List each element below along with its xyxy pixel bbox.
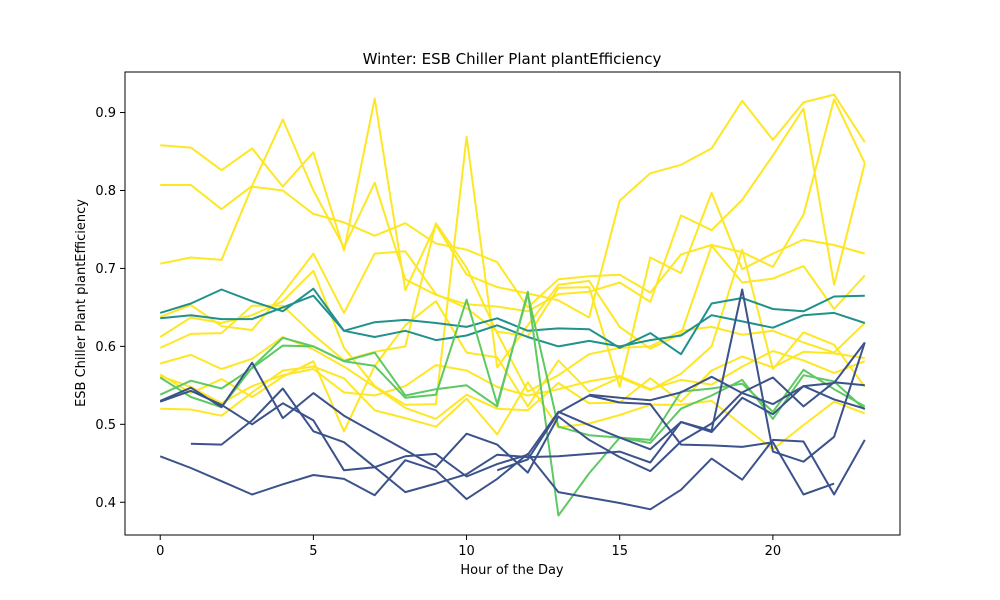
y-tick-label: 0.9 [95,106,116,121]
series-line-1 [160,93,866,319]
y-axis-title: ESB Chiller Plant plantEfficiency [74,199,89,407]
series-line-20 [588,375,866,410]
plot-frame [124,71,901,536]
y-tick-label: 0.4 [95,496,116,511]
x-tick-label: 5 [309,544,317,559]
series-line-2 [160,107,866,313]
series-line-12 [160,294,866,348]
series-line-10 [159,248,866,433]
y-axis: 0.4 0.5 0.6 0.7 0.8 0.9 [95,106,125,511]
y-tick-label: 0.5 [95,418,116,433]
plot-series-group [159,93,866,517]
series-line-9 [160,365,866,451]
series-line-19 [496,394,835,496]
y-tick-label: 0.7 [95,262,116,277]
x-axis-title: Hour of the Day [460,563,564,578]
series-line-16 [190,288,866,494]
series-line-6 [159,222,866,393]
series-line-11 [159,287,865,356]
series-line-8 [159,350,866,405]
y-tick-label: 0.8 [95,184,116,199]
x-tick-label: 20 [765,544,782,559]
x-tick-label: 15 [611,544,628,559]
x-tick-label: 0 [156,544,164,559]
series-line-14 [159,293,866,441]
series-line-3 [160,98,866,309]
y-tick-label: 0.6 [95,340,116,355]
x-tick-label: 10 [458,544,475,559]
series-line-17 [159,438,866,511]
x-axis: 0 5 10 15 20 [156,535,781,559]
chart-title: Winter: ESB Chiller Plant plantEfficienc… [363,50,662,68]
series-line-18 [159,341,866,478]
